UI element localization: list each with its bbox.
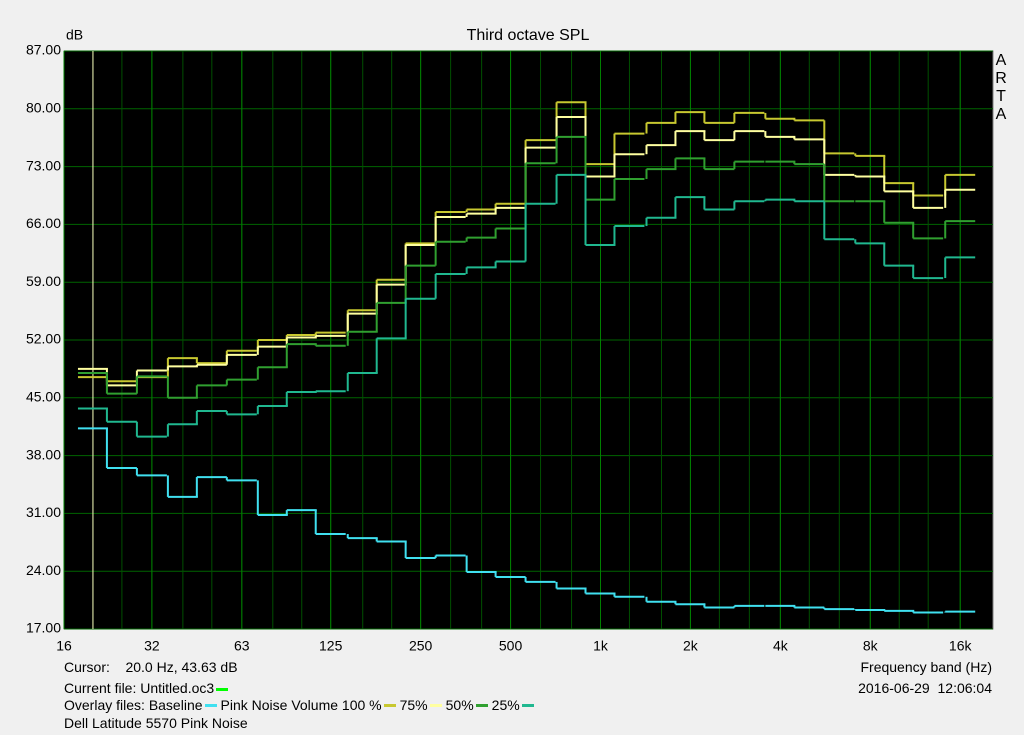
x-tick-label: 250 bbox=[409, 638, 433, 654]
current-file-swatch bbox=[216, 687, 229, 691]
y-tick-label: 59.00 bbox=[26, 273, 61, 289]
x-tick-label: 2k bbox=[683, 638, 699, 654]
grid bbox=[63, 50, 993, 630]
x-axis-label: Frequency band (Hz) bbox=[860, 659, 992, 675]
current-file-label: Current file: Untitled.oc3 bbox=[64, 680, 215, 696]
brand: ARTA bbox=[995, 52, 1007, 123]
x-tick-label: 125 bbox=[319, 638, 343, 654]
cursor-readout: Cursor: 20.0 Hz, 43.63 dB bbox=[64, 659, 238, 675]
y-tick-label: 17.00 bbox=[26, 620, 61, 636]
legend-swatch bbox=[475, 703, 488, 707]
legend-entry: 50% bbox=[445, 697, 474, 713]
timestamp: 2016-06-29 12:06:04 bbox=[858, 680, 992, 696]
x-tick-label: 8k bbox=[863, 638, 879, 654]
legend-entry: 75% bbox=[399, 697, 428, 713]
y-tick-label: 38.00 bbox=[26, 446, 61, 462]
y-tick-label: 52.00 bbox=[26, 331, 61, 347]
legend-entry: Pink Noise Volume 100 % bbox=[220, 697, 382, 713]
series-line bbox=[77, 173, 976, 438]
chart-title: Third octave SPL bbox=[467, 27, 590, 44]
y-tick-label: 87.00 bbox=[26, 42, 61, 58]
y-tick-label: 66.00 bbox=[26, 215, 61, 231]
current-file: Current file: Untitled.oc3 bbox=[64, 680, 232, 696]
x-tick-label: 4k bbox=[773, 638, 789, 654]
y-tick-label: 80.00 bbox=[26, 100, 61, 116]
series-line bbox=[77, 427, 976, 614]
legend-swatch bbox=[521, 703, 534, 707]
axis-labels: 17.00 24.00 31.00 38.00 45.00 52.00 59.00 66.00… bbox=[26, 42, 973, 654]
legend-swatch bbox=[204, 703, 217, 707]
x-tick-label: 63 bbox=[234, 638, 250, 654]
legend: Overlay files: Baseline Pink Noise Volume… bbox=[64, 697, 538, 713]
y-tick-label: 24.00 bbox=[26, 562, 61, 578]
caption: Dell Latitude 5570 Pink Noise bbox=[64, 715, 248, 731]
x-tick-label: 500 bbox=[499, 638, 523, 654]
x-tick-label: 16k bbox=[949, 638, 973, 654]
overlay-label: Overlay files: bbox=[64, 697, 149, 713]
x-tick-label: 32 bbox=[144, 638, 160, 654]
plot-lines bbox=[77, 51, 976, 629]
legend-swatch bbox=[429, 703, 442, 707]
legend-entry: 25% bbox=[491, 697, 520, 713]
legend-swatch bbox=[383, 703, 396, 707]
x-tick-label: 1k bbox=[593, 638, 609, 654]
y-tick-label: 45.00 bbox=[26, 389, 61, 405]
x-tick-label: 16 bbox=[56, 638, 72, 654]
y-axis-label: dB bbox=[66, 27, 83, 43]
series-line bbox=[77, 135, 976, 399]
legend-entry: Baseline bbox=[148, 697, 203, 713]
y-tick-label: 31.00 bbox=[26, 504, 61, 520]
y-tick-label: 73.00 bbox=[26, 157, 61, 173]
